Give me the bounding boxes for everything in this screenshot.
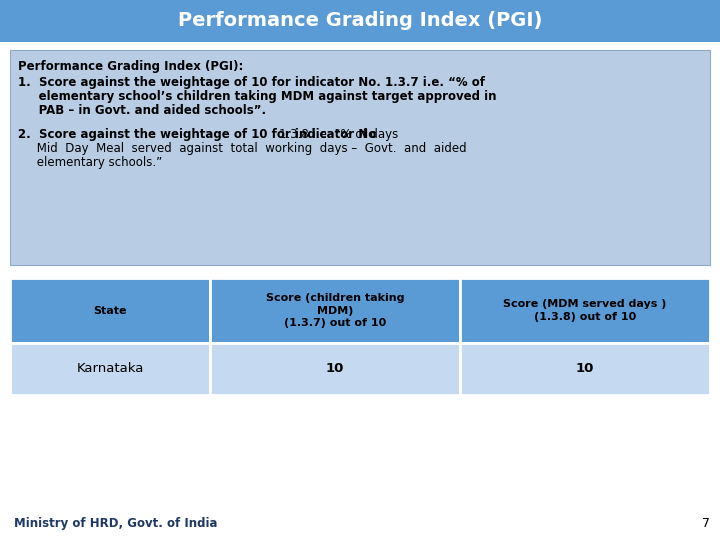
Text: Performance Grading Index (PGI):: Performance Grading Index (PGI): — [18, 60, 243, 73]
Text: 1.  Score against the weightage of 10 for indicator No. 1.3.7 i.e. “% of: 1. Score against the weightage of 10 for… — [18, 76, 485, 89]
Text: Performance Grading Index (PGI): Performance Grading Index (PGI) — [178, 11, 542, 30]
Text: 10: 10 — [326, 362, 344, 375]
Text: PAB – in Govt. and aided schools”.: PAB – in Govt. and aided schools”. — [18, 104, 266, 117]
Text: elementary school’s children taking MDM against target approved in: elementary school’s children taking MDM … — [18, 90, 497, 103]
Text: 10: 10 — [576, 362, 594, 375]
Text: Score (MDM served days )
(1.3.8) out of 10: Score (MDM served days ) (1.3.8) out of … — [503, 299, 667, 322]
Text: 1.3.8 i.e. “% of days: 1.3.8 i.e. “% of days — [279, 128, 398, 141]
FancyBboxPatch shape — [460, 278, 710, 343]
Text: 7: 7 — [702, 517, 710, 530]
FancyBboxPatch shape — [0, 0, 720, 42]
Text: elementary schools.”: elementary schools.” — [18, 156, 162, 169]
Text: Karnataka: Karnataka — [76, 362, 144, 375]
FancyBboxPatch shape — [10, 50, 710, 265]
FancyBboxPatch shape — [460, 343, 710, 395]
FancyBboxPatch shape — [10, 343, 210, 395]
FancyBboxPatch shape — [210, 278, 460, 343]
Text: Score (children taking
MDM)
(1.3.7) out of 10: Score (children taking MDM) (1.3.7) out … — [266, 293, 404, 328]
Text: Mid  Day  Meal  served  against  total  working  days –  Govt.  and  aided: Mid Day Meal served against total workin… — [18, 142, 467, 155]
Text: State: State — [94, 306, 127, 315]
FancyBboxPatch shape — [10, 278, 210, 343]
FancyBboxPatch shape — [210, 343, 460, 395]
Text: Ministry of HRD, Govt. of India: Ministry of HRD, Govt. of India — [14, 517, 217, 530]
Text: 2.  Score against the weightage of 10 for indicator No: 2. Score against the weightage of 10 for… — [18, 128, 380, 141]
